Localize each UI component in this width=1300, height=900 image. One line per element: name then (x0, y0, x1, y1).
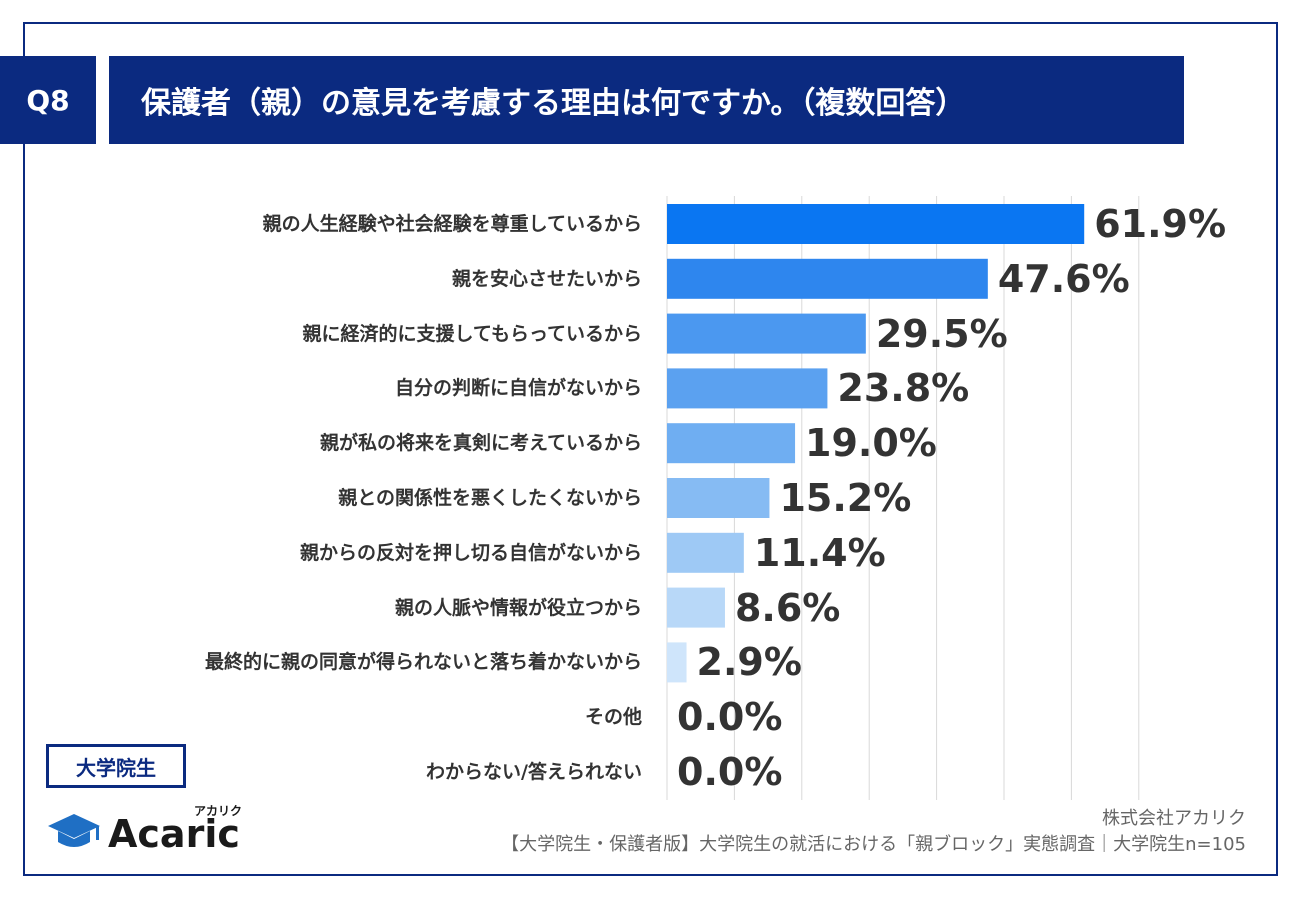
graduation-cap-icon (48, 814, 100, 847)
page-title: 保護者（親）の意見を考慮する理由は何ですか。（複数回答） (109, 56, 1184, 144)
acaric-logo: Acaric アカリク (46, 804, 256, 858)
value-label: 11.4% (753, 530, 886, 575)
bar (667, 587, 725, 628)
category-label: 親を安心させたいから (451, 267, 642, 290)
category-label: 親との関係性を悪くしたくないから (338, 487, 642, 509)
category-label: 親からの反対を押し切る自信がないから (299, 541, 642, 564)
bar (667, 423, 796, 464)
category-label: 親が私の将来を真剣に考えているから (319, 432, 642, 455)
source-note: 【大学院生・保護者版】大学院生の就活における「親ブロック」実態調査｜大学院生n=… (501, 834, 1246, 855)
value-label: 61.9% (1094, 202, 1227, 246)
value-label: 29.5% (875, 311, 1008, 356)
value-label: 2.9% (696, 640, 802, 685)
category-label: 親の人生経験や社会経験を尊重しているから (262, 213, 642, 235)
chart-frame (23, 22, 1278, 876)
value-label: 0.0% (677, 695, 783, 740)
segment-tag: 大学院生 (46, 744, 186, 788)
bar (667, 478, 770, 518)
value-label: 15.2% (779, 476, 912, 520)
category-label: 自分の判断に自信がないから (394, 377, 642, 400)
value-label: 0.0% (677, 750, 783, 794)
category-label: 最終的に親の同意が得られないと落ち着かないから (204, 651, 642, 674)
value-label: 23.8% (837, 366, 970, 411)
bar (667, 313, 866, 354)
bar (667, 368, 828, 409)
bar (667, 204, 1085, 244)
bar (667, 258, 988, 299)
value-label: 19.0% (805, 421, 937, 466)
logo-text: Acaric (108, 812, 240, 856)
bar (667, 532, 744, 573)
value-label: 8.6% (734, 585, 841, 630)
category-label: 親の人脈や情報が役立つから (394, 596, 642, 619)
question-number: Q8 (0, 56, 96, 144)
category-label: わからない/答えられない (426, 761, 642, 783)
category-label: その他 (584, 706, 642, 729)
category-label: 親に経済的に支援してもらっているから (302, 322, 642, 345)
bar (667, 642, 687, 683)
company-name: 株式会社アカリク (1102, 808, 1246, 829)
logo-kana: アカリク (194, 804, 243, 818)
value-label: 47.6% (997, 256, 1130, 301)
